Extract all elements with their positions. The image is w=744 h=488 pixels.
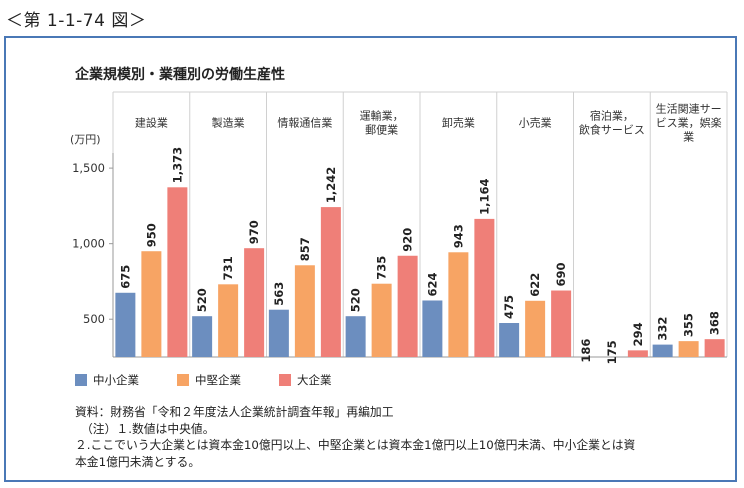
y-tick-label: 1,000 xyxy=(72,237,105,251)
y-axis-label: (万円) xyxy=(70,133,101,146)
data-label: 294 xyxy=(631,322,645,346)
category-label: 情報通信業 xyxy=(277,117,332,130)
bar-small xyxy=(499,323,520,357)
legend-label-small: 中小企業 xyxy=(93,373,139,387)
legend-swatch-small xyxy=(75,374,87,386)
bar-large xyxy=(397,255,418,357)
legend-swatch-medium xyxy=(177,374,189,386)
data-label: 186 xyxy=(579,339,593,363)
bar-medium xyxy=(678,341,699,357)
data-label: 355 xyxy=(682,313,696,337)
data-label: 332 xyxy=(656,317,670,341)
legend-label-medium: 中堅企業 xyxy=(195,373,241,387)
data-label: 175 xyxy=(605,340,619,364)
category-label: 小売業 xyxy=(519,117,552,130)
category-label: 飲食サービス xyxy=(579,123,645,137)
bar-large xyxy=(551,290,572,357)
bar-medium xyxy=(371,283,392,357)
data-label: 690 xyxy=(554,262,568,286)
data-label: 622 xyxy=(528,273,542,297)
bar-large xyxy=(627,350,648,357)
category-label: 宿泊業， xyxy=(590,109,634,123)
bar-medium xyxy=(448,252,469,357)
bar-medium xyxy=(218,284,239,357)
category-label: 運輸業， xyxy=(360,109,404,123)
category-label: 製造業 xyxy=(212,116,245,130)
bar-medium xyxy=(141,251,162,357)
figure-label: ＜第 1-1-74 図＞ xyxy=(6,11,147,31)
category-label: 生活関連サー xyxy=(656,102,722,116)
data-label: 970 xyxy=(247,220,261,244)
category-label: ビス業，娯楽 xyxy=(656,116,722,130)
data-label: 475 xyxy=(502,295,516,319)
legend-label-large: 大企業 xyxy=(297,373,332,387)
data-label: 368 xyxy=(708,311,722,335)
legend-item-large: 大企業 xyxy=(279,372,332,388)
data-label: 1,164 xyxy=(477,178,491,214)
legend-item-medium: 中堅企業 xyxy=(177,372,241,388)
legend-item-small: 中小企業 xyxy=(75,372,139,388)
bar-small xyxy=(115,292,136,357)
legend-swatch-large xyxy=(279,374,291,386)
bar-large xyxy=(244,248,265,357)
y-tick-label: 500 xyxy=(83,312,105,326)
chart-title: 企業規模別・業種別の労働生産性 xyxy=(75,67,285,83)
bar-medium xyxy=(294,265,315,357)
data-label: 857 xyxy=(298,237,312,261)
category-label: 郵便業 xyxy=(365,124,398,137)
bar-small xyxy=(345,316,366,357)
note-1: （注）１.数値は中央値。 xyxy=(81,421,215,436)
note-3: 本金1億円未満とする。 xyxy=(75,454,201,469)
bar-small xyxy=(268,309,289,357)
bar-large xyxy=(320,207,341,357)
data-label: 624 xyxy=(425,272,439,296)
data-label: 563 xyxy=(272,282,286,306)
bar-large xyxy=(167,187,188,357)
data-label: 920 xyxy=(401,228,415,252)
legend: 中小企業 中堅企業 大企業 xyxy=(75,372,370,388)
bar-small xyxy=(422,300,443,357)
bar-small xyxy=(652,344,673,357)
bar-small xyxy=(192,316,213,357)
data-label: 731 xyxy=(221,256,235,280)
data-label: 1,373 xyxy=(170,147,184,183)
data-label: 675 xyxy=(118,265,132,289)
data-label: 950 xyxy=(144,223,158,247)
note-2: ２.ここでいう大企業とは資本金10億円以上、中堅企業とは資本金1億円以上10億円… xyxy=(75,438,636,452)
figure-frame xyxy=(4,36,737,482)
data-label: 520 xyxy=(349,288,363,312)
bar-large xyxy=(474,218,495,357)
source-note: 資料：財務省「令和２年度法人企業統計調査年報」再編加工 xyxy=(75,405,394,419)
category-label: 卸売業 xyxy=(442,116,475,130)
y-tick-label: 1,500 xyxy=(72,161,105,175)
bar-large xyxy=(704,339,725,357)
data-label: 520 xyxy=(195,288,209,312)
bar-medium xyxy=(525,300,546,357)
data-label: 943 xyxy=(451,224,465,248)
data-label: 735 xyxy=(375,256,389,280)
category-label: 業 xyxy=(683,131,694,144)
notes: 資料：財務省「令和２年度法人企業統計調査年報」再編加工 （注）１.数値は中央値。… xyxy=(75,404,635,470)
category-label: 建設業 xyxy=(135,116,168,130)
data-label: 1,242 xyxy=(324,167,338,203)
